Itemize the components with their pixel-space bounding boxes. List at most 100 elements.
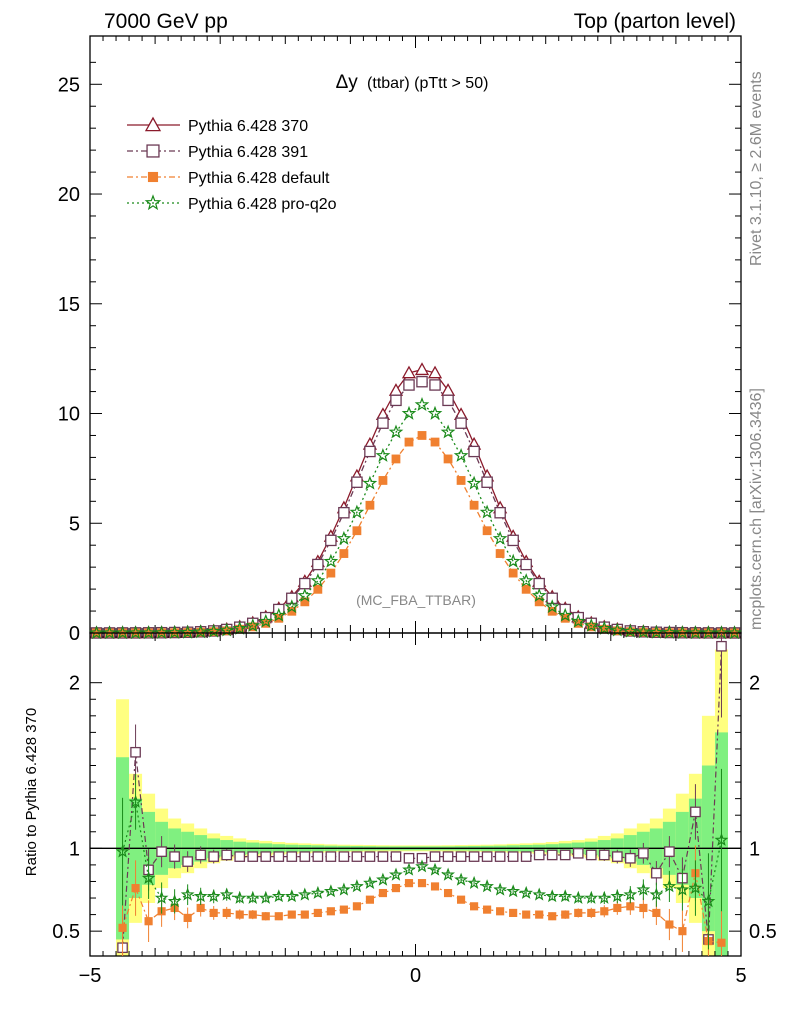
ratio-data-point bbox=[219, 887, 234, 901]
data-point bbox=[310, 573, 326, 587]
data-point bbox=[623, 623, 638, 638]
main-ytick-label: 0 bbox=[69, 623, 80, 645]
ratio-data-point bbox=[558, 889, 573, 903]
ratio-data-point bbox=[235, 910, 244, 919]
ratio-data-point bbox=[688, 880, 703, 894]
ratio-data-point bbox=[391, 884, 401, 893]
ratio-data-point bbox=[662, 879, 677, 893]
ratio-data-point bbox=[402, 862, 416, 876]
ratio-data-point bbox=[652, 908, 661, 918]
ratio-data-point bbox=[222, 908, 231, 918]
ratio-ytick-label: 2 bbox=[69, 673, 80, 695]
ratio-data-point bbox=[649, 887, 664, 901]
main-ytick-label: 5 bbox=[69, 513, 80, 535]
ratio-xtick-label: 0 bbox=[410, 965, 421, 987]
ratio-data-point bbox=[519, 885, 534, 899]
ratio-data-point bbox=[454, 872, 468, 886]
data-point bbox=[313, 584, 323, 594]
ratio-data-point bbox=[665, 920, 674, 929]
data-point bbox=[417, 431, 427, 440]
ratio-data-point bbox=[509, 908, 518, 918]
ratio-data-point bbox=[130, 746, 141, 758]
ratio-data-point bbox=[428, 862, 442, 876]
ratio-data-point bbox=[520, 851, 532, 862]
data-point bbox=[505, 553, 521, 568]
ratio-data-point bbox=[286, 851, 298, 862]
data-point bbox=[596, 620, 612, 635]
data-point bbox=[456, 476, 466, 485]
ratio-xtick-label: −5 bbox=[79, 965, 102, 987]
data-point bbox=[443, 454, 453, 464]
ratio-data-point bbox=[613, 903, 622, 913]
data-point bbox=[388, 424, 404, 439]
ratio-data-point bbox=[208, 851, 220, 862]
ratio-data-point bbox=[300, 910, 309, 919]
ratio-data-point bbox=[297, 887, 312, 901]
watermark: (MC_FBA_TTBAR) bbox=[356, 592, 476, 608]
ratio-data-point bbox=[443, 888, 453, 898]
data-point bbox=[404, 437, 414, 447]
ratio-data-point bbox=[325, 851, 337, 862]
ratio-data-point bbox=[128, 794, 143, 808]
ratio-data-point bbox=[480, 879, 494, 893]
ratio-data-point bbox=[584, 890, 599, 904]
data-point bbox=[326, 568, 336, 578]
main-title-sub: (ttbar) (pTtt > 50) bbox=[367, 75, 488, 92]
data-point bbox=[675, 625, 690, 639]
ratio-data-point bbox=[310, 885, 325, 899]
ratio-data-point bbox=[597, 890, 612, 904]
data-point bbox=[403, 379, 415, 391]
data-point bbox=[388, 383, 404, 396]
ratio-data-point bbox=[470, 902, 479, 911]
data-point bbox=[115, 625, 130, 640]
data-point bbox=[521, 584, 531, 594]
ratio-data-point bbox=[193, 889, 208, 903]
data-point bbox=[89, 625, 104, 640]
ratio-data-point bbox=[261, 912, 270, 921]
data-point bbox=[662, 624, 677, 639]
ratio-data-point bbox=[390, 851, 402, 862]
ratio-data-point bbox=[260, 851, 272, 862]
ratio-data-point bbox=[364, 851, 376, 862]
ratio-data-point bbox=[144, 917, 153, 926]
legend: Pythia 6.428 370 Pythia 6.428 391 Pythia 6… bbox=[127, 116, 337, 213]
data-point bbox=[286, 592, 298, 605]
data-point bbox=[520, 558, 532, 571]
ratio-data-point bbox=[701, 894, 716, 908]
ratio-data-point bbox=[430, 882, 440, 891]
ratio-data-point bbox=[365, 895, 375, 904]
legend-entry: Pythia 6.428 pro-q2o bbox=[188, 196, 337, 213]
ratio-data-point bbox=[678, 927, 687, 936]
legend-marker bbox=[147, 171, 159, 183]
ratio-data-point bbox=[376, 872, 390, 886]
main-title: Δy (ttbar) (pTtt > 50) bbox=[336, 72, 489, 93]
ratio-data-point bbox=[639, 903, 648, 913]
legend-entry: Pythia 6.428 391 bbox=[188, 144, 308, 161]
ratio-data-point bbox=[571, 890, 586, 904]
data-point bbox=[508, 568, 518, 578]
data-point bbox=[507, 534, 519, 547]
ratio-data-point bbox=[546, 849, 558, 861]
ratio-data-point bbox=[247, 851, 259, 862]
ratio-data-point bbox=[559, 849, 571, 861]
legend-entry: Pythia 6.428 default bbox=[188, 170, 330, 187]
data-point bbox=[455, 417, 467, 429]
ratio-data-point bbox=[441, 867, 455, 881]
ratio-data-point bbox=[717, 938, 726, 947]
ratio-data-point bbox=[337, 882, 351, 896]
ratio-data-point bbox=[182, 856, 193, 867]
data-point bbox=[518, 573, 534, 587]
ratio-data-point bbox=[415, 859, 429, 873]
data-point bbox=[401, 365, 417, 379]
main-ytick-label: 15 bbox=[58, 294, 80, 316]
data-point bbox=[391, 454, 401, 464]
data-point bbox=[479, 504, 495, 519]
mcplots-label: mcplots.cern.ch [arXiv:1306.3436] bbox=[748, 388, 765, 630]
data-point bbox=[583, 617, 599, 632]
main-title-symbol: Δy bbox=[336, 72, 359, 93]
data-point bbox=[245, 617, 261, 632]
data-point bbox=[688, 625, 703, 640]
ratio-data-point bbox=[496, 907, 505, 916]
ratio-data-point bbox=[467, 875, 481, 890]
ratio-data-point bbox=[442, 851, 454, 862]
